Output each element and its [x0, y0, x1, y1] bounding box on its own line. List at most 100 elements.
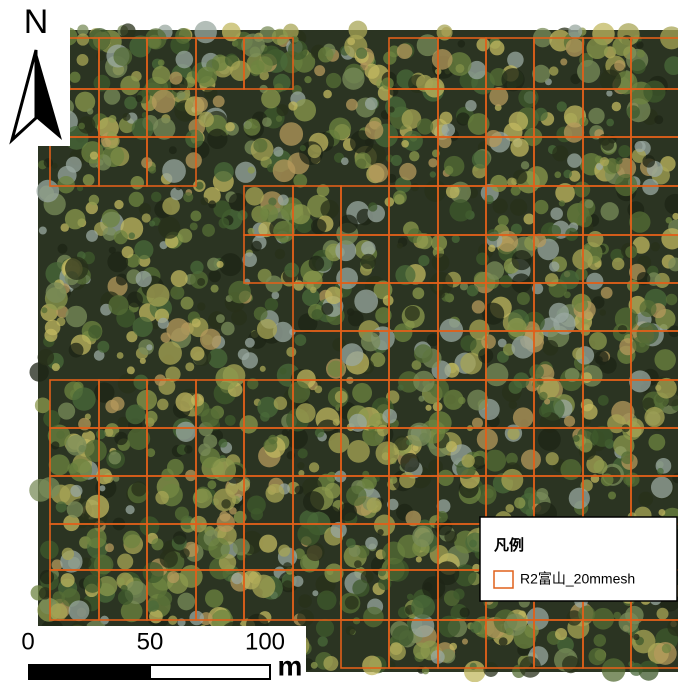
tree-crown — [221, 322, 235, 336]
tree-crown — [70, 485, 82, 497]
tree-crown — [476, 38, 489, 51]
tree-crown — [184, 445, 192, 453]
tree-crown — [61, 573, 75, 587]
tree-crown — [418, 396, 424, 402]
tree-crown — [288, 381, 310, 403]
tree-crown — [418, 255, 429, 266]
tree-crown — [259, 535, 277, 553]
tree-crown — [192, 318, 201, 327]
tree-crown — [424, 180, 446, 202]
tree-crown — [160, 332, 170, 342]
tree-crown — [417, 118, 433, 134]
tree-crown — [446, 441, 457, 452]
tree-crown — [586, 273, 603, 290]
tree-crown — [666, 294, 678, 306]
tree-crown — [397, 243, 403, 249]
tree-crown — [158, 59, 165, 66]
tree-crown — [288, 101, 297, 110]
tree-crown — [52, 363, 60, 371]
tree-crown — [117, 577, 125, 585]
tree-crown — [185, 130, 203, 148]
tree-crown — [361, 254, 376, 269]
tree-crown — [96, 52, 105, 61]
tree-crown — [36, 180, 59, 203]
tree-crown — [362, 475, 377, 490]
tree-crown — [228, 281, 251, 304]
tree-crown — [613, 612, 621, 620]
tree-crown — [317, 591, 337, 611]
scale-unit: m — [278, 650, 303, 681]
tree-crown — [99, 485, 105, 491]
tree-crown — [314, 386, 322, 394]
tree-crown — [566, 39, 584, 57]
tree-crown — [656, 378, 677, 399]
tree-crown — [149, 166, 156, 173]
tree-crown — [366, 498, 381, 513]
tree-crown — [345, 596, 359, 610]
tree-crown — [499, 637, 508, 646]
tree-crown — [279, 122, 303, 146]
tree-crown — [347, 37, 355, 45]
tree-crown — [405, 306, 420, 321]
tree-crown — [314, 65, 325, 76]
tree-crown — [139, 203, 151, 215]
tree-crown — [638, 492, 653, 507]
tree-crown — [114, 432, 127, 445]
tree-crown — [309, 462, 319, 472]
tree-crown — [395, 265, 415, 285]
tree-crown — [432, 253, 450, 271]
tree-crown — [377, 425, 389, 437]
tree-crown — [615, 174, 637, 196]
tree-crown — [69, 459, 92, 482]
tree-crown — [368, 202, 377, 211]
tree-crown — [376, 441, 400, 465]
tree-crown — [493, 199, 508, 214]
tree-crown — [167, 571, 179, 583]
tree-crown — [365, 97, 378, 110]
tree-crown — [213, 200, 231, 218]
tree-crown — [467, 285, 479, 297]
tree-crown — [365, 537, 378, 550]
tree-crown — [588, 648, 605, 665]
tree-crown — [521, 161, 529, 169]
tree-crown — [108, 295, 128, 315]
tree-crown — [282, 429, 289, 436]
tree-crown — [297, 462, 304, 469]
tree-crown — [173, 531, 186, 544]
tree-crown — [549, 261, 559, 271]
tree-crown — [341, 157, 349, 165]
tree-crown — [346, 626, 355, 635]
tree-crown — [242, 352, 258, 368]
tree-crown — [354, 290, 378, 314]
tree-crown — [631, 59, 646, 74]
tree-crown — [452, 235, 460, 243]
tree-crown — [170, 286, 184, 300]
tree-crown — [120, 76, 140, 96]
tree-crown — [201, 409, 220, 428]
tree-crown — [197, 67, 217, 87]
tree-crown — [312, 590, 318, 596]
tree-crown — [248, 166, 255, 173]
tree-crown — [177, 91, 186, 100]
tree-crown — [560, 270, 579, 289]
tree-crown — [599, 309, 605, 315]
tree-crown — [294, 334, 306, 346]
tree-crown — [201, 197, 209, 205]
tree-crown — [534, 108, 547, 121]
tree-crown — [58, 244, 68, 254]
tree-crown — [391, 155, 402, 166]
tree-crown — [40, 570, 54, 584]
tree-crown — [545, 273, 558, 286]
tree-crown — [453, 589, 464, 600]
tree-crown — [446, 185, 460, 199]
tree-crown — [521, 450, 541, 470]
tree-crown — [416, 556, 422, 562]
tree-crown — [208, 538, 230, 560]
tree-crown — [507, 318, 526, 337]
tree-crown — [514, 497, 525, 508]
tree-crown — [510, 199, 527, 216]
tree-crown — [157, 591, 172, 606]
tree-crown — [356, 48, 367, 59]
tree-crown — [629, 211, 650, 232]
tree-crown — [265, 276, 282, 293]
